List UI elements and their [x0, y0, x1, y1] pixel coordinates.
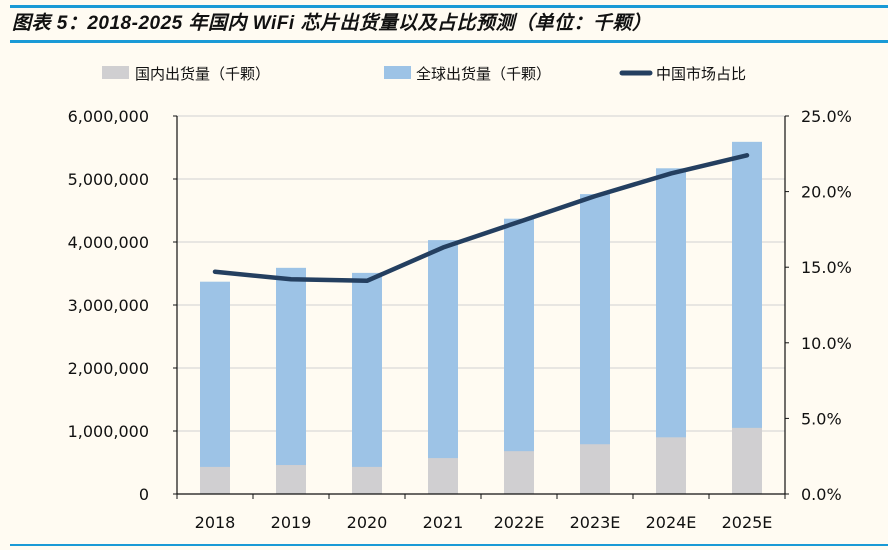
legend-swatch-global [384, 66, 411, 79]
chart-title: 图表 5：2018-2025 年国内 WiFi 芯片出货量以及占比预测（单位：千… [12, 13, 652, 34]
x-tick-label: 2023E [570, 513, 621, 532]
x-tick-label: 2022E [494, 513, 545, 532]
left-tick-label: 5,000,000 [68, 170, 149, 189]
right-tick-label: 15.0% [801, 258, 852, 277]
bar-global-2020 [352, 272, 382, 494]
x-tick-label: 2020 [347, 513, 388, 532]
left-tick-label: 0 [139, 485, 149, 504]
left-tick-label: 1,000,000 [68, 422, 149, 441]
bar-domestic-2025E [732, 427, 762, 494]
left-tick-label: 4,000,000 [68, 233, 149, 252]
bar-domestic-2018 [200, 466, 230, 494]
legend-label-share: 中国市场占比 [656, 65, 746, 83]
top-rule [10, 5, 888, 8]
right-tick-label: 0.0% [801, 485, 842, 504]
bottom-rule [10, 544, 888, 546]
bar-domestic-2022E [504, 451, 534, 494]
x-tick-label: 2021 [423, 513, 464, 532]
legend-swatch-domestic [102, 66, 129, 79]
right-tick-label: 10.0% [801, 334, 852, 353]
left-tick-label: 3,000,000 [68, 296, 149, 315]
right-tick-label: 5.0% [801, 409, 842, 428]
bar-domestic-2021 [428, 458, 458, 494]
left-tick-label: 6,000,000 [68, 107, 149, 126]
x-tick-label: 2025E [722, 513, 773, 532]
right-tick-label: 25.0% [801, 107, 852, 126]
bar-global-2022E [504, 218, 534, 494]
x-tick-label: 2024E [646, 513, 697, 532]
legend-label-domestic: 国内出货量（千颗） [135, 65, 270, 83]
title-rule [10, 40, 888, 43]
bar-global-2019 [276, 267, 306, 494]
line-china-share [212, 153, 750, 284]
bar-domestic-2019 [276, 465, 306, 494]
x-tick-label: 2019 [271, 513, 312, 532]
bar-domestic-2020 [352, 466, 382, 494]
bar-global-2018 [200, 281, 230, 494]
bar-domestic-2023E [580, 444, 610, 494]
bar-global-2021 [428, 240, 458, 494]
right-tick-label: 20.0% [801, 183, 852, 202]
legend-label-global: 全球出货量（千颗） [416, 65, 551, 83]
left-tick-label: 2,000,000 [68, 359, 149, 378]
bar-domestic-2024E [656, 437, 686, 494]
bar-global-2023E [580, 194, 610, 494]
x-tick-label: 2018 [195, 513, 236, 532]
